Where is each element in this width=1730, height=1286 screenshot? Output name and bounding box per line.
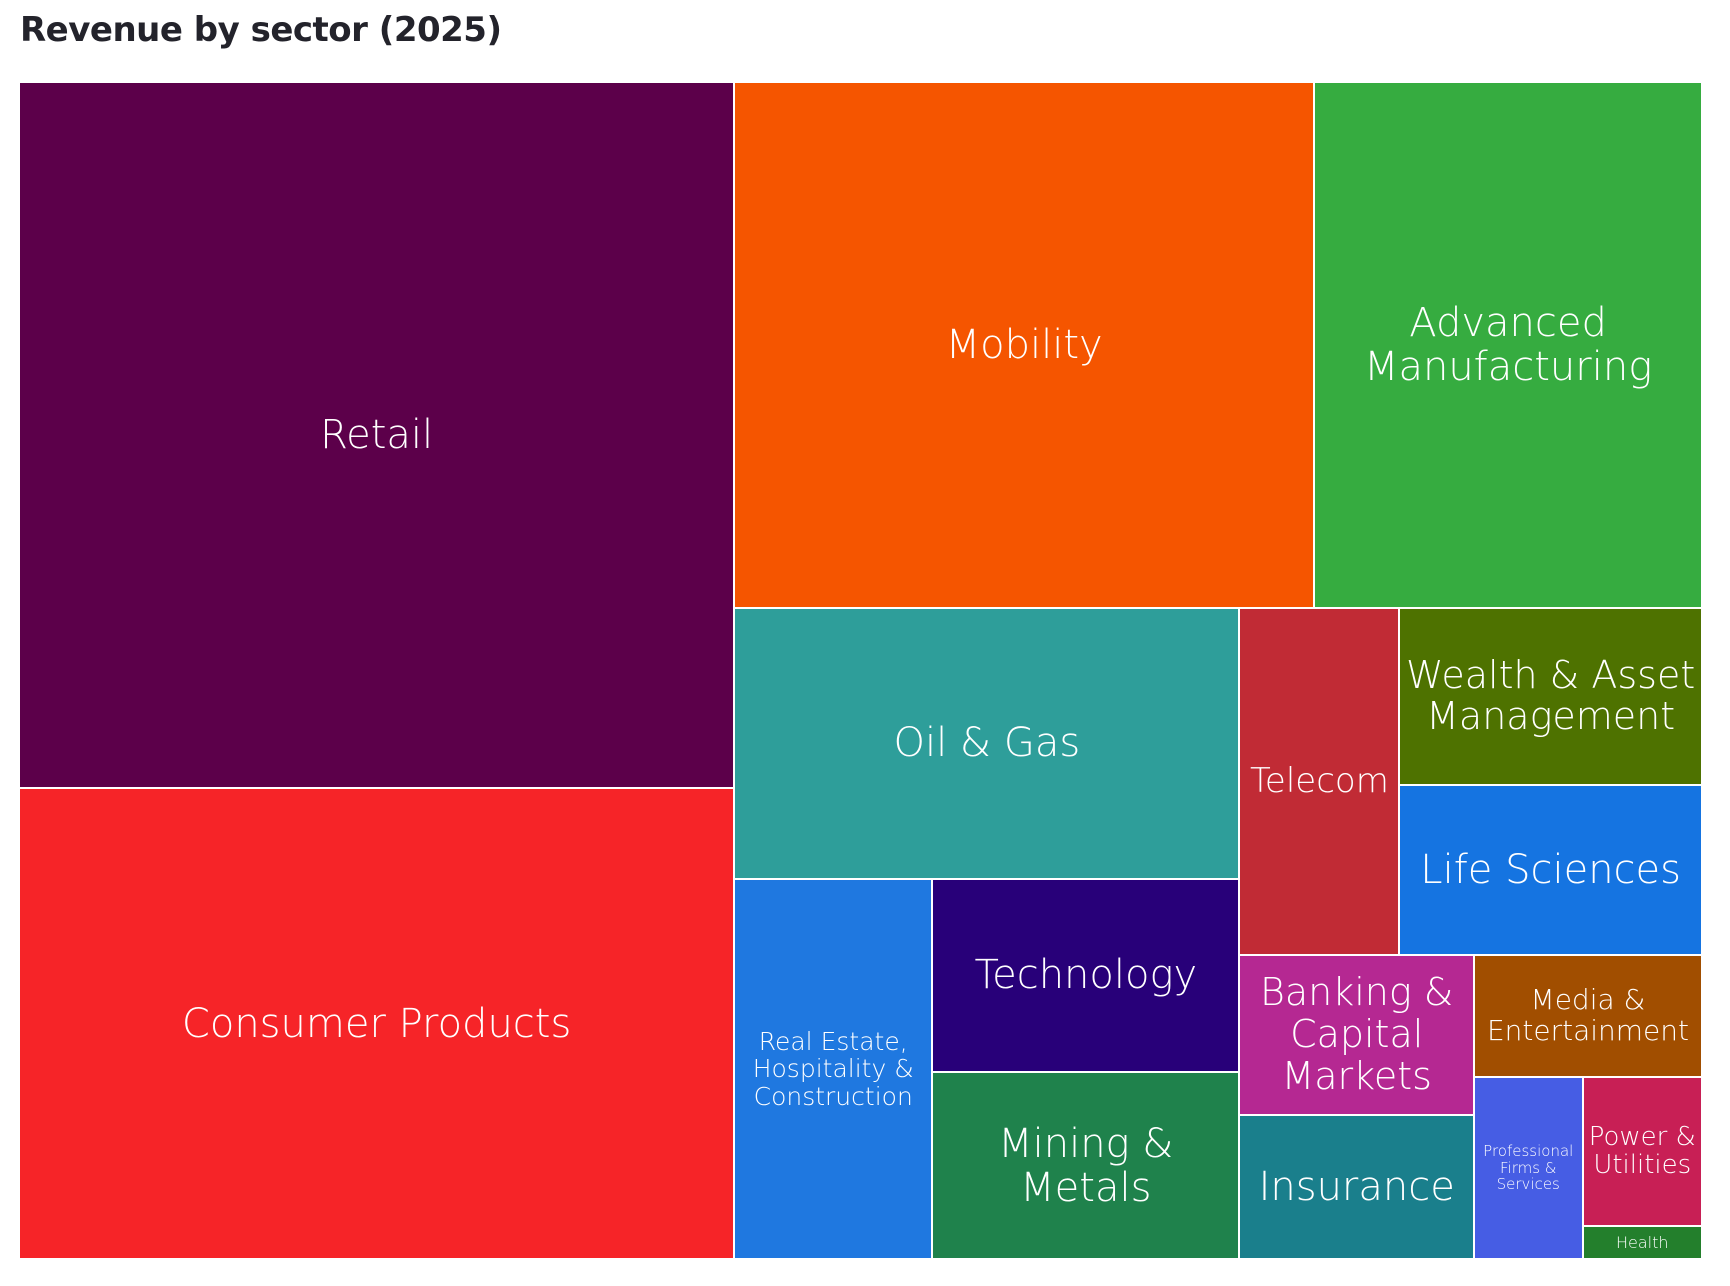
tile-mining-metals: Mining & Metals (932, 1072, 1240, 1259)
chart-title: Revenue by sector (2025) (20, 10, 502, 50)
tile-label: Wealth & Asset Management (1406, 652, 1696, 739)
tile-label: Health (1615, 1232, 1669, 1252)
tile-telecom: Telecom (1239, 608, 1400, 955)
tile-real-estate: Real Estate, Hospitality & Construction (734, 878, 933, 1259)
tile-retail: Retail (19, 82, 735, 789)
tile-wealth-asset-management: Wealth & Asset Management (1399, 608, 1702, 785)
treemap: Retail Consumer Products Mobility Advanced M… (19, 82, 1702, 1259)
tile-label: Mining & Metals (998, 1120, 1174, 1211)
tile-health: Health (1582, 1225, 1702, 1259)
tile-insurance: Insurance (1239, 1115, 1474, 1259)
tile-mobility: Mobility (734, 82, 1315, 609)
tile-label: Professional Firms & Services (1483, 1142, 1574, 1194)
tile-label: Telecom (1249, 760, 1389, 801)
tile-label: Media & Entertainment (1486, 982, 1689, 1047)
tile-label: Advanced Manufacturing (1363, 300, 1653, 391)
tile-media-entertainment: Media & Entertainment (1473, 954, 1702, 1077)
tile-label: Technology (974, 952, 1198, 999)
tile-label: Life Sciences (1420, 846, 1681, 893)
tile-life-sciences: Life Sciences (1399, 784, 1702, 955)
tile-label: Consumer Products (181, 1000, 572, 1047)
tile-label: Real Estate, Hospitality & Construction (752, 1026, 914, 1111)
tile-consumer-products: Consumer Products (19, 788, 735, 1259)
tile-oil-gas: Oil & Gas (734, 608, 1240, 879)
tile-advanced-manufacturing: Advanced Manufacturing (1314, 82, 1702, 609)
tile-professional-firms: Professional Firms & Services (1473, 1076, 1583, 1259)
tile-label: Oil & Gas (893, 720, 1081, 767)
tile-label: Retail (320, 412, 434, 459)
tile-banking-capital-markets: Banking & Capital Markets (1239, 954, 1474, 1116)
tile-label: Power & Utilities (1588, 1121, 1696, 1181)
tile-label: Insurance (1258, 1164, 1455, 1211)
tile-power-utilities: Power & Utilities (1582, 1076, 1702, 1226)
tile-label: Mobility (945, 322, 1103, 369)
tile-technology: Technology (932, 878, 1240, 1073)
tile-label: Banking & Capital Markets (1259, 970, 1454, 1099)
